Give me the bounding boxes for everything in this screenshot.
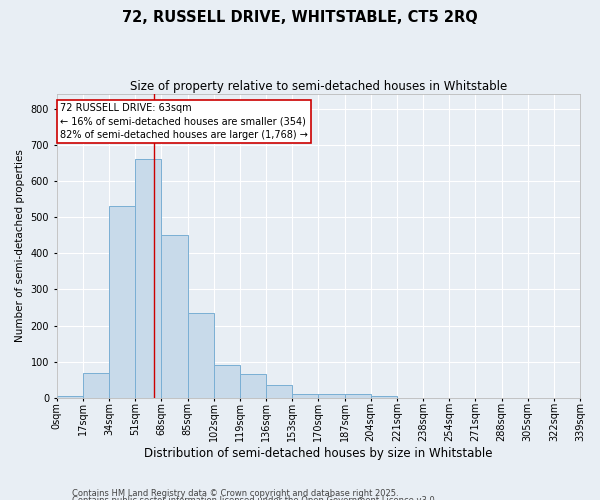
Text: Contains HM Land Registry data © Crown copyright and database right 2025.: Contains HM Land Registry data © Crown c… xyxy=(72,488,398,498)
Bar xyxy=(319,394,344,398)
Bar xyxy=(240,374,266,398)
Text: 72 RUSSELL DRIVE: 63sqm
← 16% of semi-detached houses are smaller (354)
82% of s: 72 RUSSELL DRIVE: 63sqm ← 16% of semi-de… xyxy=(60,103,308,140)
X-axis label: Distribution of semi-detached houses by size in Whitstable: Distribution of semi-detached houses by … xyxy=(144,447,493,460)
Bar xyxy=(83,372,109,398)
Bar xyxy=(214,366,240,398)
Bar xyxy=(344,394,371,398)
Title: Size of property relative to semi-detached houses in Whitstable: Size of property relative to semi-detach… xyxy=(130,80,507,93)
Bar xyxy=(371,396,397,398)
Bar xyxy=(109,206,135,398)
Bar xyxy=(188,313,214,398)
Bar xyxy=(135,160,161,398)
Bar xyxy=(161,235,188,398)
Text: Contains public sector information licensed under the Open Government Licence v3: Contains public sector information licen… xyxy=(72,496,437,500)
Bar xyxy=(266,385,292,398)
Text: 72, RUSSELL DRIVE, WHITSTABLE, CT5 2RQ: 72, RUSSELL DRIVE, WHITSTABLE, CT5 2RQ xyxy=(122,10,478,25)
Bar xyxy=(292,394,319,398)
Y-axis label: Number of semi-detached properties: Number of semi-detached properties xyxy=(15,150,25,342)
Bar xyxy=(56,396,83,398)
